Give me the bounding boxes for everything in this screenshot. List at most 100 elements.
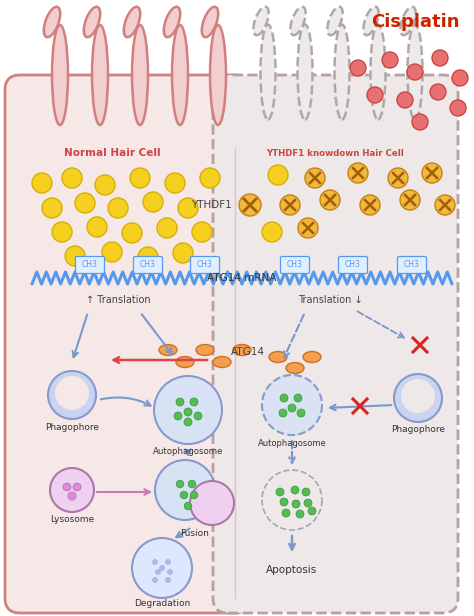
Ellipse shape — [124, 7, 140, 37]
Ellipse shape — [92, 25, 108, 125]
Circle shape — [50, 468, 94, 512]
Circle shape — [296, 510, 304, 518]
Circle shape — [288, 404, 296, 412]
Circle shape — [407, 64, 423, 80]
Ellipse shape — [159, 344, 177, 355]
Circle shape — [190, 398, 198, 406]
Circle shape — [348, 163, 368, 183]
Circle shape — [305, 168, 325, 188]
Circle shape — [176, 480, 184, 488]
FancyBboxPatch shape — [281, 256, 310, 274]
Ellipse shape — [213, 357, 231, 368]
Ellipse shape — [52, 25, 68, 125]
Circle shape — [73, 483, 81, 491]
Circle shape — [280, 498, 288, 506]
Ellipse shape — [298, 25, 312, 120]
Circle shape — [174, 412, 182, 420]
Circle shape — [108, 198, 128, 218]
Circle shape — [239, 194, 261, 216]
Circle shape — [262, 222, 282, 242]
Circle shape — [360, 195, 380, 215]
Circle shape — [432, 50, 448, 66]
Text: Autophagosome: Autophagosome — [153, 447, 223, 456]
Circle shape — [55, 376, 89, 410]
Ellipse shape — [371, 25, 385, 120]
Circle shape — [422, 163, 442, 183]
Ellipse shape — [44, 7, 60, 37]
Ellipse shape — [202, 7, 218, 37]
Circle shape — [32, 173, 52, 193]
Circle shape — [95, 175, 115, 195]
Circle shape — [153, 578, 157, 583]
Circle shape — [194, 412, 202, 420]
Ellipse shape — [291, 7, 306, 35]
Ellipse shape — [269, 352, 287, 362]
Circle shape — [412, 114, 428, 130]
Circle shape — [132, 538, 192, 598]
Ellipse shape — [408, 25, 422, 120]
Circle shape — [42, 198, 62, 218]
Circle shape — [138, 247, 158, 267]
Circle shape — [279, 409, 287, 417]
Circle shape — [280, 195, 300, 215]
Ellipse shape — [335, 25, 349, 120]
Circle shape — [159, 565, 164, 570]
Circle shape — [65, 246, 85, 266]
Circle shape — [178, 198, 198, 218]
Circle shape — [184, 408, 192, 416]
Circle shape — [68, 492, 76, 500]
Text: CH3: CH3 — [140, 259, 156, 269]
Ellipse shape — [364, 7, 379, 35]
Ellipse shape — [286, 362, 304, 373]
Circle shape — [304, 499, 312, 507]
Text: Phagophore: Phagophore — [391, 426, 445, 434]
FancyBboxPatch shape — [191, 256, 219, 274]
Text: Apoptosis: Apoptosis — [266, 565, 318, 575]
Circle shape — [176, 398, 184, 406]
Circle shape — [154, 376, 222, 444]
Circle shape — [292, 500, 300, 508]
Circle shape — [397, 92, 413, 108]
Text: Fusion: Fusion — [181, 529, 210, 538]
Circle shape — [302, 488, 310, 496]
FancyBboxPatch shape — [5, 75, 250, 613]
Circle shape — [190, 481, 234, 525]
Circle shape — [280, 394, 288, 402]
Circle shape — [367, 87, 383, 103]
Ellipse shape — [261, 25, 275, 120]
Circle shape — [165, 173, 185, 193]
Text: Normal Hair Cell: Normal Hair Cell — [64, 148, 160, 158]
Text: CH3: CH3 — [345, 259, 361, 269]
Circle shape — [63, 483, 71, 491]
Ellipse shape — [176, 357, 194, 368]
Text: CH3: CH3 — [82, 259, 98, 269]
Ellipse shape — [196, 344, 214, 355]
Ellipse shape — [84, 7, 100, 37]
Ellipse shape — [303, 352, 321, 362]
Circle shape — [435, 195, 455, 215]
Text: Autophagosome: Autophagosome — [258, 439, 327, 447]
Text: ATG14 mRNA: ATG14 mRNA — [207, 273, 277, 283]
Circle shape — [48, 371, 96, 419]
FancyBboxPatch shape — [338, 256, 367, 274]
Circle shape — [388, 168, 408, 188]
Circle shape — [400, 190, 420, 210]
FancyBboxPatch shape — [134, 256, 163, 274]
Circle shape — [308, 507, 316, 515]
Circle shape — [350, 60, 366, 76]
Ellipse shape — [401, 7, 416, 35]
Circle shape — [52, 222, 72, 242]
Text: Lysosome: Lysosome — [50, 516, 94, 524]
Circle shape — [165, 559, 171, 564]
Circle shape — [180, 491, 188, 499]
Text: YTHDF1: YTHDF1 — [191, 200, 232, 210]
Circle shape — [190, 491, 198, 499]
Circle shape — [282, 509, 290, 517]
Circle shape — [167, 570, 173, 575]
Circle shape — [294, 394, 302, 402]
Circle shape — [298, 218, 318, 238]
Circle shape — [276, 488, 284, 496]
Circle shape — [157, 218, 177, 238]
Text: CH3: CH3 — [287, 259, 303, 269]
Circle shape — [430, 84, 446, 100]
